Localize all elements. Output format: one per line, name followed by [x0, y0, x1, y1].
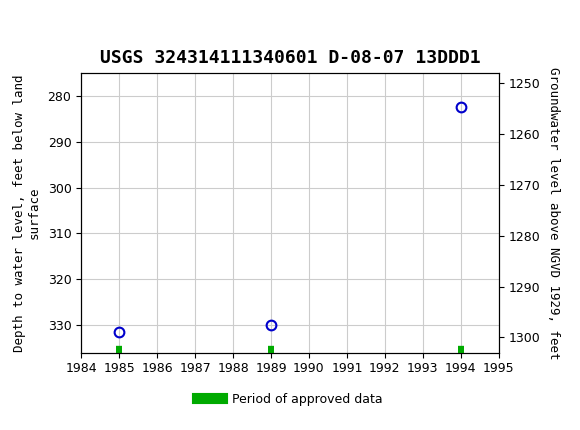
Y-axis label: Depth to water level, feet below land
surface: Depth to water level, feet below land su… — [13, 74, 41, 352]
Legend: Period of approved data: Period of approved data — [192, 387, 388, 411]
Y-axis label: Groundwater level above NGVD 1929, feet: Groundwater level above NGVD 1929, feet — [547, 67, 560, 359]
Text: ≡USGS: ≡USGS — [6, 12, 72, 33]
Text: USGS 324314111340601 D-08-07 13DDD1: USGS 324314111340601 D-08-07 13DDD1 — [100, 49, 480, 67]
